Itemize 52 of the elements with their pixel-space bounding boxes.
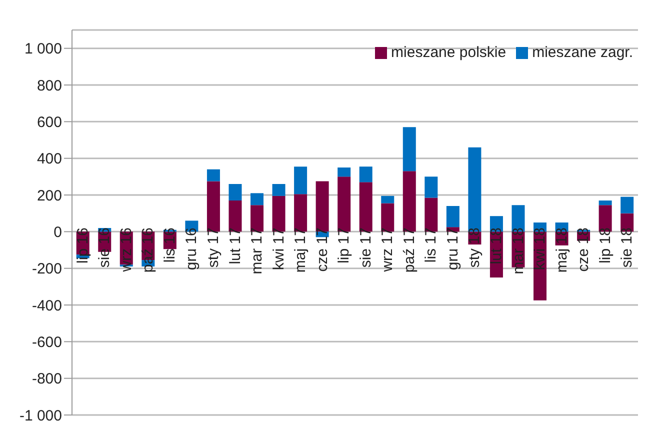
bar: [598, 200, 612, 206]
y-tick-label: 0: [54, 224, 62, 241]
x-tick-label: sty 17: [205, 228, 222, 268]
x-tick-label: lut 18: [488, 228, 505, 264]
y-tick-label: 400: [36, 150, 62, 168]
y-tick-label: -400: [32, 297, 62, 314]
bar: [446, 206, 460, 228]
bar: [381, 196, 394, 204]
bar: [620, 196, 634, 214]
bar: [338, 168, 351, 177]
x-tick-label: gru 17: [444, 228, 462, 270]
y-tick-label: -200: [32, 260, 62, 278]
x-tick-label: maj 17: [292, 228, 310, 273]
x-tick-label: sie 16: [96, 228, 114, 268]
y-tick-label: 200: [36, 187, 62, 204]
y-tick-label: 800: [36, 77, 62, 94]
x-tick-label: gru 16: [183, 228, 200, 270]
y-tick-label: -600: [32, 334, 62, 351]
x-tick-label: lis 16: [161, 228, 178, 263]
bar: [228, 184, 242, 200]
bar: [402, 127, 416, 172]
y-tick-label: 1 000: [24, 40, 62, 58]
bar: [424, 176, 438, 198]
x-tick-label: lip 17: [336, 228, 353, 264]
x-tick-label: sie 17: [357, 228, 374, 268]
x-tick-label: cze 18: [575, 228, 592, 272]
bar: [250, 193, 264, 206]
x-tick-label: lip 18: [596, 228, 614, 264]
x-tick-label: sie 18: [618, 228, 636, 268]
y-tick-label: -800: [32, 370, 62, 388]
x-tick-label: paź 16: [140, 228, 157, 273]
y-tick-label: 600: [36, 114, 62, 131]
x-tick-label: maj 18: [553, 228, 570, 273]
legend-label: mieszane zagr.: [532, 44, 633, 61]
x-tick-label: lip 16: [74, 228, 92, 264]
bar: [294, 166, 308, 194]
x-tick-label: wrz 16: [118, 228, 135, 273]
y-tick-label: -1 000: [19, 407, 62, 424]
x-tick-label: sty 18: [466, 228, 484, 268]
x-tick-label: wrz 17: [379, 228, 396, 273]
bar: [272, 184, 286, 196]
x-tick-label: paź 17: [400, 228, 418, 273]
x-tick-label: lut 17: [226, 228, 244, 264]
x-tick-label: mar 18: [510, 228, 527, 274]
bar: [206, 169, 220, 182]
x-tick-label: lis 17: [422, 228, 440, 263]
x-tick-label: mar 17: [248, 228, 266, 274]
legend-label: mieszane polskie: [391, 44, 506, 61]
x-tick-label: cze 17: [314, 228, 331, 272]
x-tick-label: kwi 18: [532, 228, 549, 270]
bar: [359, 166, 372, 182]
x-tick-label: kwi 17: [270, 228, 288, 270]
